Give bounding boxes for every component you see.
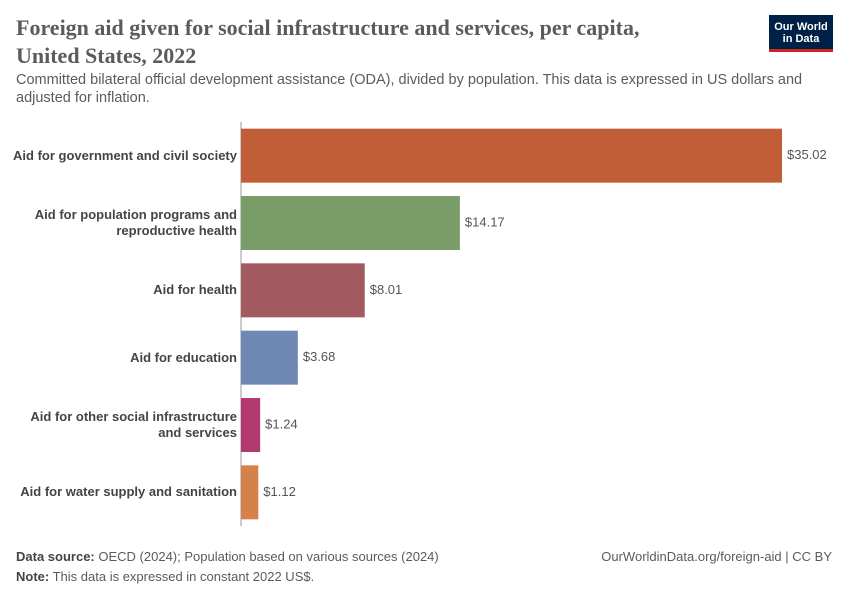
logo[interactable]: Our World in Data bbox=[769, 15, 833, 52]
note: This data is expressed in constant 2022 … bbox=[52, 569, 315, 584]
source: OECD (2024); Population based on various… bbox=[98, 549, 439, 564]
category-label: Aid for population programs and reproduc… bbox=[34, 207, 237, 238]
value-label: $3.68 bbox=[303, 349, 336, 364]
category-label: Aid for other social infrastructure and … bbox=[30, 409, 237, 440]
chart-subtitle: Committed bilateral official development… bbox=[16, 72, 803, 106]
source-line: Data source: OECD (2024); Population bas… bbox=[16, 549, 439, 564]
chart-title: Foreign aid given for social infrastruct… bbox=[16, 15, 640, 68]
note-label: Note: bbox=[16, 569, 50, 584]
bar bbox=[241, 263, 365, 318]
value-label: $14.17 bbox=[465, 214, 505, 229]
bar bbox=[241, 398, 261, 452]
category-label: Aid for government and civil society bbox=[13, 147, 237, 163]
bar bbox=[241, 128, 782, 183]
value-label: $8.01 bbox=[370, 282, 403, 297]
category-label: Aid for water supply and sanitation bbox=[20, 484, 237, 500]
bar bbox=[241, 465, 259, 520]
source-url[interactable]: OurWorldinData.org/foreign-aid | CC BY bbox=[601, 549, 832, 564]
bar bbox=[241, 196, 460, 250]
bar bbox=[241, 330, 298, 385]
category-label: Aid for education bbox=[130, 349, 237, 365]
source-label: Data source: bbox=[16, 549, 95, 564]
note-line: Note: This data is expressed in constant… bbox=[16, 569, 314, 584]
value-label: $1.24 bbox=[265, 416, 298, 431]
value-label: $35.02 bbox=[787, 147, 827, 162]
category-label: Aid for health bbox=[153, 282, 237, 298]
value-label: $1.12 bbox=[263, 484, 296, 499]
